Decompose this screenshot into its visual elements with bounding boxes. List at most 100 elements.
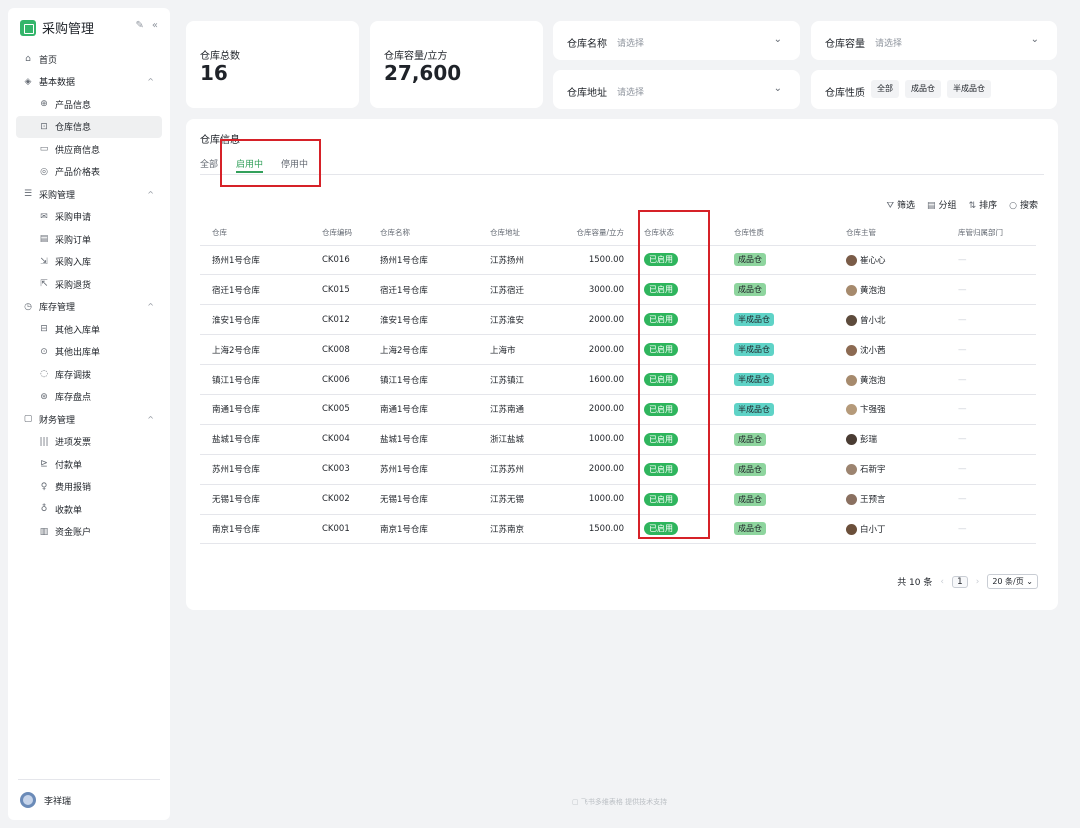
avatar [846, 374, 857, 386]
nature-badge: 成品仓 [734, 492, 766, 506]
cell-name: 南通1号仓库 [368, 394, 478, 425]
sidebar-item[interactable]: ⊵ 付款单 [8, 453, 170, 476]
chevron-up-icon[interactable]: ^ [147, 302, 154, 312]
table-row[interactable]: 盐城1号仓库 CK004 盐城1号仓库 浙江盐城 1000.00 已启用 成品仓 彭瑞 — [200, 424, 1036, 455]
cell-code: CK001 [310, 514, 368, 545]
page-size-select[interactable]: 20 条/页 ⌄ [987, 574, 1038, 589]
column-header[interactable]: 仓库状态 [632, 221, 722, 246]
sidebar-item-label: 供应商信息 [55, 145, 101, 156]
payment-icon: ⊵ [40, 459, 48, 470]
edit-icon[interactable]: ✎ [135, 20, 144, 31]
filter-warehouse-address[interactable]: 仓库地址 请选择 ⌄ [553, 70, 800, 109]
sidebar-item-label: 采购入库 [55, 258, 92, 269]
cell-status: 已启用 [632, 334, 722, 366]
cell-warehouse: 南通1号仓库 [200, 394, 310, 425]
table-row[interactable]: 苏州1号仓库 CK003 苏州1号仓库 江苏苏州 2000.00 已启用 成品仓 石新宇 — [200, 454, 1036, 485]
manager-name: 石新宇 [860, 465, 886, 476]
sidebar-item-label: 费用报销 [55, 483, 92, 494]
cell-name: 宿迁1号仓库 [368, 274, 478, 306]
cell-code: CK016 [310, 245, 368, 276]
table-row[interactable]: 无锡1号仓库 CK002 无锡1号仓库 江苏无锡 1000.00 已启用 成品仓 王预言 — [200, 484, 1036, 515]
sidebar-item[interactable]: ◎ 产品价格表 [8, 161, 170, 184]
column-header[interactable]: 仓库编码 [310, 221, 368, 246]
prev-page-icon[interactable]: ‹ [940, 576, 944, 587]
chevron-up-icon[interactable]: ^ [147, 77, 154, 87]
column-header[interactable]: 仓库主管 [834, 221, 946, 246]
cell-status: 已启用 [632, 454, 722, 485]
sidebar-item[interactable]: ◌ 库存调拨 [8, 363, 170, 386]
column-header[interactable]: 仓库地址 [478, 221, 560, 246]
table-row[interactable]: 南京1号仓库 CK001 南京1号仓库 江苏南京 1500.00 已启用 成品仓 白小丁 — [200, 514, 1036, 545]
sidebar-item[interactable]: ♀ 费用报销 [8, 476, 170, 499]
tab[interactable]: 全部 [200, 160, 219, 170]
column-header[interactable]: 库管归属部门 [946, 221, 1036, 246]
sidebar-item[interactable]: ✉ 采购申请 [8, 206, 170, 229]
manager-name: 曾小北 [860, 315, 886, 326]
mail-icon: ✉ [40, 211, 48, 222]
sidebar-item[interactable]: ◷ 库存管理 ^ [8, 296, 170, 319]
column-header[interactable]: 仓库容量/立方 [560, 221, 632, 246]
cell-nature: 成品仓 [722, 274, 834, 306]
table-row[interactable]: 淮安1号仓库 CK012 淮安1号仓库 江苏淮安 2000.00 已启用 半成品仓 曾小北 — [200, 304, 1036, 336]
table-row[interactable]: 扬州1号仓库 CK016 扬州1号仓库 江苏扬州 1500.00 已启用 成品仓 崔心心 — [200, 245, 1036, 276]
chevron-up-icon[interactable]: ^ [147, 414, 154, 424]
next-page-icon[interactable]: › [975, 576, 980, 587]
sidebar-item[interactable]: ⇱ 采购退货 [8, 273, 170, 296]
cell-dept: — [946, 454, 1036, 485]
tab[interactable]: 启用中 [236, 157, 264, 173]
sidebar-item[interactable]: ⊟ 其他入库单 [8, 318, 170, 341]
filter-warehouse-name[interactable]: 仓库名称 请选择 ⌄ [553, 21, 800, 60]
sidebar-item[interactable]: ⊡ 仓库信息 [16, 115, 162, 138]
table-row[interactable]: 上海2号仓库 CK008 上海2号仓库 上海市 2000.00 已启用 半成品仓 沈小茜 — [200, 334, 1036, 366]
filter-icon: ⛛ [886, 201, 895, 211]
table-row[interactable]: 镇江1号仓库 CK006 镇江1号仓库 江苏镇江 1600.00 已启用 半成品仓 黄泡泡 — [200, 364, 1036, 395]
cell-status: 已启用 [632, 484, 722, 515]
table-toolbar: ⛛ 筛选 ▤ 分组 ⇅ 排序 ○ 搜索 [886, 198, 1038, 211]
page-number[interactable]: 1 [951, 575, 968, 588]
sidebar-item[interactable]: ⊕ 产品信息 [8, 93, 170, 116]
column-header[interactable]: 仓库性质 [722, 221, 834, 246]
sidebar-item-label: 采购申请 [55, 213, 92, 224]
sidebar-item[interactable]: ♁ 收款单 [8, 498, 170, 521]
chevron-down-icon: ⌄ [773, 34, 782, 45]
nature-badge: 半成品仓 [734, 313, 774, 327]
sidebar-item[interactable]: ☰ 采购管理 ^ [8, 183, 170, 206]
sidebar-item[interactable]: ◈ 基本数据 ^ [8, 71, 170, 94]
sidebar-item[interactable]: ⊛ 库存盘点 [8, 386, 170, 409]
cell-capacity: 1000.00 [560, 484, 632, 515]
sidebar-item-label: 收款单 [55, 505, 83, 516]
sort-button[interactable]: ⇅ 排序 [968, 201, 998, 211]
group-button[interactable]: ▤ 分组 [927, 201, 957, 211]
cell-manager: 彭瑞 [834, 424, 946, 455]
sidebar-item[interactable]: ⇲ 采购入库 [8, 251, 170, 274]
status-badge: 已启用 [644, 522, 678, 536]
table-row[interactable]: 宿迁1号仓库 CK015 宿迁1号仓库 江苏宿迁 3000.00 已启用 成品仓 黄泡泡 — [200, 274, 1036, 306]
sidebar-item[interactable]: ⌂ 首页 [8, 48, 170, 71]
avatar [846, 314, 857, 326]
filter-placeholder: 请选择 [617, 39, 645, 49]
collapse-icon[interactable]: « [151, 20, 158, 31]
sidebar-item[interactable]: ||| 进项发票 [8, 431, 170, 454]
sidebar-item[interactable]: ▥ 资金账户 [8, 521, 170, 544]
warehouse-panel: 仓库信息 全部 启用中 停用中 ⛛ 筛选 ▤ 分组 ⇅ 排序 ○ 搜索 仓库 仓库编码 仓库名称… [186, 119, 1058, 610]
search-button[interactable]: ○ 搜索 [1009, 201, 1038, 211]
tab[interactable]: 停用中 [281, 160, 309, 170]
column-header[interactable]: 仓库 [200, 221, 310, 246]
filter-warehouse-capacity[interactable]: 仓库容量 请选择 ⌄ [811, 21, 1057, 60]
sidebar-item[interactable]: ⊙ 其他出库单 [8, 341, 170, 364]
filter-button[interactable]: ⛛ 筛选 [886, 201, 916, 211]
nature-chip[interactable]: 全部 [871, 80, 899, 98]
sidebar-item[interactable]: ▭ 供应商信息 [8, 138, 170, 161]
user-profile[interactable]: 李祥瑞 [20, 792, 71, 808]
sidebar-item[interactable]: ▤ 采购订单 [8, 228, 170, 251]
table-row[interactable]: 南通1号仓库 CK005 南通1号仓库 江苏南通 2000.00 已启用 半成品仓 卞强强 — [200, 394, 1036, 425]
chevron-up-icon[interactable]: ^ [147, 189, 154, 199]
total-count: 共 10 条 [897, 578, 933, 588]
status-badge: 已启用 [644, 492, 678, 506]
nature-chip[interactable]: 半成品仓 [947, 80, 991, 98]
nature-chip[interactable]: 成品仓 [905, 80, 941, 98]
column-header[interactable]: 仓库名称 [368, 221, 478, 246]
sidebar-item[interactable]: ▢ 财务管理 ^ [8, 408, 170, 431]
cell-name: 苏州1号仓库 [368, 454, 478, 485]
nature-badge: 成品仓 [734, 522, 766, 536]
